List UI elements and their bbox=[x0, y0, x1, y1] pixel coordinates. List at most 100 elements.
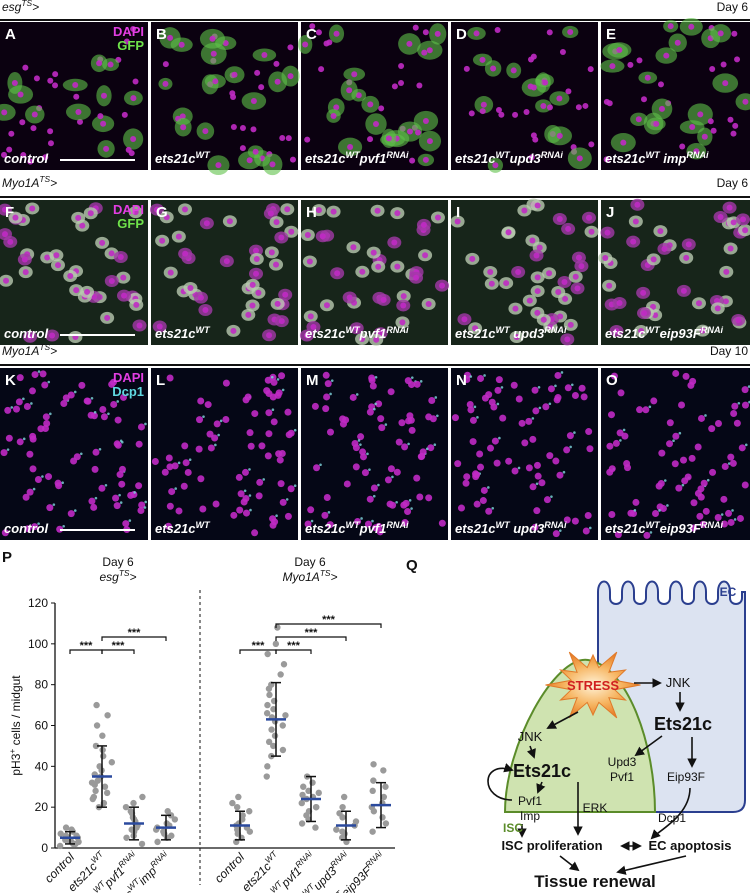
dcp1-speck bbox=[408, 499, 412, 502]
data-point bbox=[300, 783, 307, 790]
data-point bbox=[99, 732, 106, 739]
nucleus bbox=[255, 492, 263, 500]
superscript: TS bbox=[320, 568, 331, 578]
nucleus bbox=[100, 120, 107, 127]
text-piece: control bbox=[4, 151, 48, 166]
nucleus bbox=[107, 61, 114, 68]
nucleus bbox=[37, 425, 45, 433]
diagram-node: Upd3 bbox=[608, 755, 637, 769]
nucleus bbox=[52, 82, 59, 89]
panel-letter: K bbox=[5, 372, 16, 389]
nucleus bbox=[731, 402, 739, 410]
data-point bbox=[103, 789, 111, 797]
nucleus bbox=[5, 434, 13, 442]
text-piece: control bbox=[4, 521, 48, 536]
nucleus bbox=[640, 96, 647, 103]
superscript: WT bbox=[645, 150, 661, 160]
nucleus bbox=[159, 237, 166, 244]
nucleus bbox=[182, 250, 189, 257]
nucleus bbox=[552, 530, 560, 538]
dcp1-speck bbox=[410, 507, 413, 510]
nucleus bbox=[313, 464, 321, 472]
data-point bbox=[277, 671, 284, 678]
nucleus bbox=[454, 218, 461, 225]
data-point bbox=[352, 818, 360, 825]
nucleus bbox=[707, 118, 714, 125]
nucleus bbox=[47, 140, 54, 147]
nucleus bbox=[166, 463, 174, 471]
nucleus bbox=[330, 208, 337, 215]
superscript: WT bbox=[645, 520, 661, 530]
nucleus bbox=[109, 378, 117, 386]
dcp1-speck bbox=[373, 407, 376, 411]
nucleus bbox=[230, 327, 237, 334]
dcp1-speck bbox=[330, 379, 334, 382]
nucleus bbox=[254, 69, 261, 76]
nucleus bbox=[627, 509, 635, 517]
dcp1-speck bbox=[174, 487, 177, 490]
panel-letter: Q bbox=[406, 557, 418, 574]
nucleus bbox=[371, 524, 379, 532]
nucleus bbox=[567, 28, 574, 35]
dcp1-speck bbox=[658, 509, 661, 512]
nucleus bbox=[636, 406, 644, 414]
dcp1-speck bbox=[371, 519, 374, 523]
nucleus bbox=[212, 78, 219, 85]
superscript: WT bbox=[328, 888, 345, 893]
nucleus bbox=[46, 504, 54, 512]
nucleus bbox=[76, 118, 83, 125]
nucleus bbox=[684, 473, 692, 481]
dcp1-speck bbox=[681, 483, 685, 487]
nucleus bbox=[197, 294, 204, 301]
nucleus bbox=[127, 491, 135, 499]
data-point bbox=[299, 791, 306, 799]
superscript: WT bbox=[195, 150, 211, 160]
data-point bbox=[333, 826, 340, 833]
dcp1-speck bbox=[360, 517, 363, 520]
data-point bbox=[370, 761, 377, 768]
nucleus bbox=[738, 444, 746, 452]
dcp1-speck bbox=[550, 495, 553, 498]
nucleus bbox=[547, 385, 555, 393]
nucleus bbox=[434, 214, 441, 221]
nucleus bbox=[20, 152, 27, 159]
dcp1-speck bbox=[144, 500, 147, 504]
dcp1-speck bbox=[560, 371, 564, 374]
nucleus bbox=[404, 377, 412, 385]
nucleus bbox=[229, 90, 236, 97]
data-point bbox=[164, 808, 171, 815]
data-point bbox=[101, 783, 109, 790]
nucleus bbox=[31, 371, 39, 379]
nucleus bbox=[540, 102, 547, 109]
nucleus bbox=[529, 435, 537, 443]
nucleus bbox=[492, 162, 499, 169]
nucleus bbox=[269, 515, 277, 523]
nucleus bbox=[714, 514, 722, 522]
nucleus bbox=[620, 139, 627, 146]
nucleus bbox=[606, 282, 613, 289]
data-point bbox=[62, 824, 70, 831]
dcp1-speck bbox=[374, 375, 378, 379]
nucleus bbox=[690, 524, 698, 532]
nucleus bbox=[0, 449, 8, 457]
nucleus bbox=[606, 442, 614, 450]
nucleus bbox=[84, 288, 91, 295]
data-point bbox=[104, 712, 111, 719]
nucleus bbox=[394, 210, 401, 217]
panel-condition: ets21cWTeip93FRNAi bbox=[605, 520, 724, 536]
nucleus bbox=[62, 394, 70, 402]
text-piece: upd3 bbox=[510, 521, 545, 536]
nucleus bbox=[136, 322, 143, 329]
nucleus bbox=[187, 285, 194, 292]
superscript: RNAi bbox=[701, 520, 724, 530]
data-point bbox=[380, 767, 387, 774]
nucleus bbox=[666, 419, 674, 427]
nucleus bbox=[495, 376, 503, 384]
nucleus bbox=[679, 143, 686, 150]
nucleus bbox=[222, 415, 230, 423]
diagram-node: JNK bbox=[518, 729, 543, 744]
nucleus bbox=[209, 35, 216, 42]
nucleus bbox=[288, 228, 295, 235]
nucleus bbox=[542, 79, 549, 86]
nucleus bbox=[394, 263, 401, 270]
